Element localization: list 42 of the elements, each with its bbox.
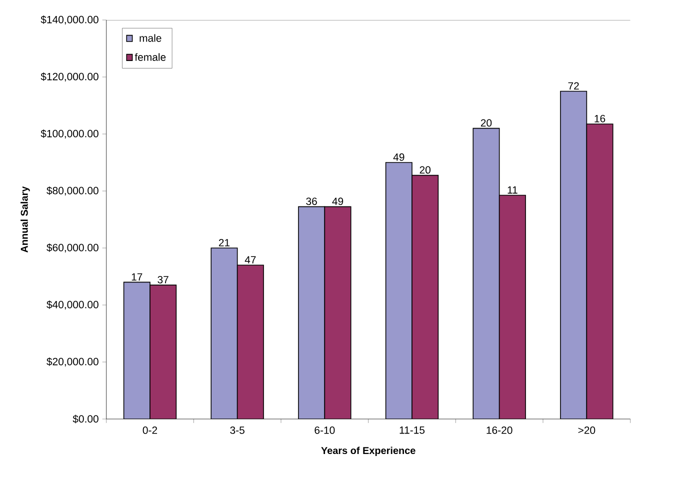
bar <box>498 194 526 419</box>
bar <box>123 282 150 419</box>
y-tick-label: $40,000.00 <box>46 300 98 310</box>
annotation: 47 <box>244 256 256 264</box>
y-tick-label: $80,000.00 <box>46 186 98 196</box>
annotation: 16 <box>594 114 606 122</box>
bar <box>150 284 177 419</box>
annotation: 72 <box>568 82 579 90</box>
x-tick-label: 3-5 <box>230 426 244 434</box>
y-tick-label: $100,000.00 <box>40 129 98 139</box>
bar <box>324 206 352 419</box>
bar <box>298 206 326 419</box>
bar <box>472 128 500 419</box>
bar <box>412 174 439 419</box>
annotation: 37 <box>158 276 168 284</box>
y-axis-title: Annual Salary <box>20 186 30 252</box>
annotation: 11 <box>508 186 518 194</box>
y-tick-label: $0.00 <box>72 414 98 424</box>
y-tick-label: $140,000.00 <box>40 15 98 25</box>
annotation: 36 <box>306 198 317 205</box>
annotation: 20 <box>480 119 492 127</box>
bar <box>586 124 614 419</box>
legend-label: male <box>140 34 162 42</box>
annotation: 21 <box>218 239 230 246</box>
y-tick-label: $120,000.00 <box>40 72 98 82</box>
x-axis-title: Years of Experience <box>321 446 416 456</box>
annotation: 17 <box>132 273 142 281</box>
x-tick-label: 16-20 <box>486 426 512 434</box>
x-tick-label: 11-15 <box>400 426 425 434</box>
annotation: 49 <box>332 198 344 205</box>
x-tick-label: 0-2 <box>142 426 158 434</box>
x-tick-label: >20 <box>578 426 596 434</box>
annotation: 49 <box>393 153 404 161</box>
bar <box>236 264 264 419</box>
bar <box>385 162 412 419</box>
y-tick-label: $20,000.00 <box>46 357 98 367</box>
bar <box>560 90 588 419</box>
legend-label: female <box>134 53 166 61</box>
bar <box>210 248 238 419</box>
y-tick-label: $60,000.00 <box>46 243 98 253</box>
annotation: 20 <box>420 166 431 174</box>
x-tick-label: 6-10 <box>314 426 335 434</box>
